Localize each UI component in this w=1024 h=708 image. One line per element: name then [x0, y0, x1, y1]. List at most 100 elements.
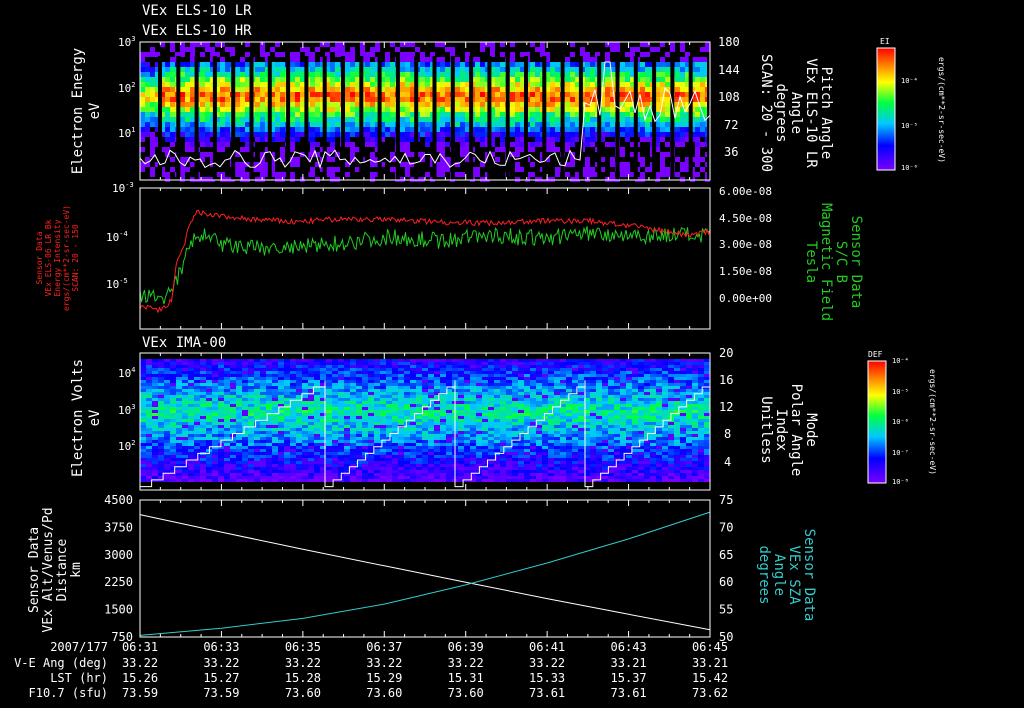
ima-cell	[356, 377, 362, 380]
ima-cell	[434, 473, 440, 476]
els-cell	[655, 77, 660, 82]
els-cell	[420, 127, 425, 132]
els-cell	[190, 97, 195, 102]
ima-cell	[278, 383, 284, 386]
ima-cell	[218, 407, 224, 410]
els-cell	[510, 132, 515, 137]
els-cell	[220, 132, 225, 137]
ima-cell	[206, 431, 212, 434]
els-cell	[160, 72, 165, 77]
els-y2label: VEx ELS-10 LR	[803, 58, 819, 168]
ima-cell	[272, 395, 278, 398]
els-cell	[240, 92, 245, 97]
ima-cell	[356, 410, 362, 413]
els-cell	[205, 72, 210, 77]
els-cell	[660, 62, 665, 67]
els-cell	[495, 127, 500, 132]
ima-cell	[164, 416, 170, 419]
els-cell	[420, 132, 425, 137]
ima-cell	[278, 467, 284, 470]
els-cell	[490, 142, 495, 147]
els-cell	[400, 132, 405, 137]
els-y2label: Angle	[788, 92, 804, 134]
ima-cell	[218, 410, 224, 413]
ima-cell	[470, 410, 476, 413]
els-cell	[315, 132, 320, 137]
ima-cell	[332, 467, 338, 470]
els-cell	[155, 137, 160, 142]
sensor-frame	[139, 187, 711, 330]
els-cell	[660, 137, 665, 142]
els-cell	[475, 117, 480, 122]
ima-cell	[356, 362, 362, 365]
ima-cell	[164, 383, 170, 386]
ima-cell	[344, 449, 350, 452]
ima-cell	[482, 371, 488, 374]
ima-cell	[362, 464, 368, 467]
els-cell	[160, 102, 165, 107]
ima-cell	[470, 377, 476, 380]
ima-cell	[302, 359, 308, 362]
ima-cell	[230, 401, 236, 404]
els-cell	[265, 57, 270, 62]
els-cell	[675, 142, 680, 147]
els-cell	[620, 62, 625, 67]
els-colorbar-tick: 10⁻⁴	[901, 77, 918, 85]
ima-cell	[278, 446, 284, 449]
ima-cell	[266, 365, 272, 368]
els-cell	[700, 122, 705, 127]
els-cell	[260, 97, 265, 102]
els-cell	[330, 97, 335, 102]
ima-cell	[470, 419, 476, 422]
energy-intensity-series	[139, 209, 711, 314]
ima-cell	[362, 440, 368, 443]
ima-cell	[416, 398, 422, 401]
els-cell	[700, 62, 705, 67]
ima-cell	[182, 455, 188, 458]
els-cell	[140, 132, 145, 137]
els-cell	[280, 67, 285, 72]
els-cell	[365, 137, 370, 142]
ima-cell	[320, 371, 326, 374]
els-cell	[490, 72, 495, 77]
els-cell	[385, 97, 390, 102]
ima-cell	[494, 461, 500, 464]
els-cell	[215, 112, 220, 117]
ima-cell	[488, 464, 494, 467]
ima-cell	[302, 470, 308, 473]
ima-cell	[314, 431, 320, 434]
ima-cell	[500, 464, 506, 467]
els-cell	[185, 87, 190, 92]
ima-cell	[260, 401, 266, 404]
ima-cell	[488, 419, 494, 422]
els-cell	[335, 47, 340, 52]
ima-cell	[266, 434, 272, 437]
ima-cell	[374, 455, 380, 458]
ima-cell	[506, 386, 512, 389]
ima-cell	[176, 374, 182, 377]
els-cell	[180, 97, 185, 102]
ima-cell	[158, 452, 164, 455]
els-cell	[445, 127, 450, 132]
els-cell	[235, 102, 240, 107]
ima-cell	[410, 425, 416, 428]
els-cell	[645, 132, 650, 137]
ima-cell	[164, 371, 170, 374]
ima-cell	[260, 404, 266, 407]
ima-cell	[494, 383, 500, 386]
ima-cell	[182, 410, 188, 413]
els-cell	[465, 97, 470, 102]
ima-cell	[398, 449, 404, 452]
els-cell	[535, 137, 540, 142]
ima-cell	[380, 476, 386, 479]
els-cell	[205, 77, 210, 82]
els-cell	[385, 82, 390, 87]
ima-cell	[320, 449, 326, 452]
ima-cell	[488, 443, 494, 446]
ima-cell	[188, 467, 194, 470]
els-cell	[290, 102, 295, 107]
els-cell	[530, 107, 535, 112]
ima-cell	[248, 377, 254, 380]
ima-cell	[284, 446, 290, 449]
els-cell	[565, 117, 570, 122]
